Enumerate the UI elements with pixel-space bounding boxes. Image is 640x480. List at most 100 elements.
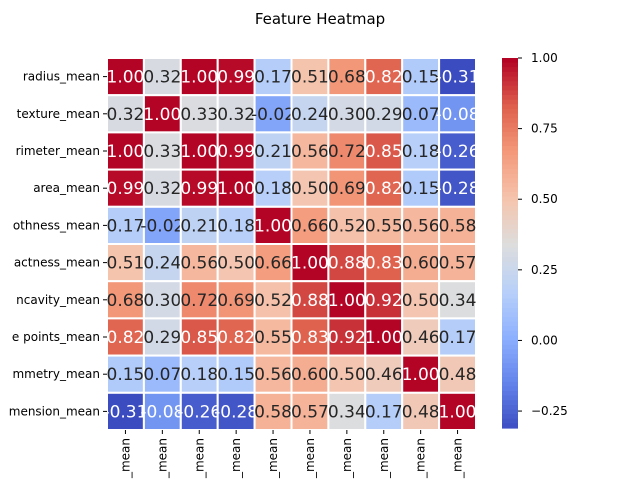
heatmap-cell <box>327 94 367 134</box>
cell-value-label: 0.85 <box>365 142 403 162</box>
cell-value-label: 0.30 <box>328 105 366 125</box>
cell-value-label: 0.50 <box>402 291 440 311</box>
column-label: _mean <box>303 438 317 479</box>
colorbar-segment <box>502 303 518 309</box>
colorbar-segment <box>502 210 518 216</box>
heatmap-cell <box>401 317 441 357</box>
column-labels: _mean _mean _mean _mean _mean _mean _mean _mean… <box>118 430 465 479</box>
cell-value-label: 0.55 <box>365 216 403 236</box>
cell-value-label: 0.82 <box>365 68 403 88</box>
cell-value-label: 0.18 <box>217 216 255 236</box>
colorbar-segment <box>502 145 518 152</box>
colorbar-segment <box>502 307 518 313</box>
cell-value-label: 0.56 <box>180 254 218 274</box>
cell-value-label: 0.68 <box>107 291 145 311</box>
cell-value-label: 1.00 <box>107 68 145 88</box>
heatmap-cell <box>253 243 293 283</box>
colorbar-segment <box>502 340 518 346</box>
cell-value-label: 1.00 <box>402 365 440 385</box>
colorbar-segment <box>502 349 518 355</box>
colorbar-segment <box>502 136 518 142</box>
cell-value-label: 0.60 <box>402 254 440 274</box>
colorbar-tick-label: 1.00 <box>531 51 558 65</box>
cell-value-label: 0.82 <box>107 328 145 348</box>
colorbar-segment <box>502 414 518 420</box>
cell-value-label: -0.26 <box>177 402 221 422</box>
column-label: _mean <box>192 438 206 479</box>
heatmap-cell <box>327 131 367 171</box>
colorbar-segment <box>502 178 518 184</box>
colorbar: 1.00 0.75 0.50 0.25 0.00 −0.25 <box>502 51 568 429</box>
heatmap-cell <box>106 243 145 283</box>
colorbar-segment <box>502 261 518 267</box>
row-label: e points_mean <box>12 330 100 344</box>
heatmap-cell <box>364 354 404 394</box>
cell-value-label: 1.00 <box>180 142 218 162</box>
colorbar-segment <box>502 381 518 387</box>
cell-value-label: 0.72 <box>180 291 218 311</box>
cell-value-label: 0.52 <box>328 216 366 236</box>
cell-value-label: 0.72 <box>328 142 366 162</box>
row-label: mmetry_mean <box>12 367 100 381</box>
cell-value-label: 0.52 <box>254 291 292 311</box>
cell-value-label: -0.26 <box>436 142 480 162</box>
cell-value-label: 0.50 <box>291 179 329 199</box>
cell-value-label: 0.18 <box>254 179 292 199</box>
colorbar-segment <box>502 247 518 253</box>
heatmap-cell <box>438 317 478 357</box>
colorbar-segment <box>502 85 518 91</box>
colorbar-segment <box>502 104 518 110</box>
cell-value-label: -0.02 <box>140 216 184 236</box>
colorbar-segment <box>502 169 518 175</box>
cell-value-label: 0.17 <box>254 68 292 88</box>
cell-value-label: 0.07 <box>402 105 440 125</box>
heatmap-cell <box>327 317 367 357</box>
cell-value-label: 1.00 <box>365 328 403 348</box>
cell-value-label: 0.15 <box>402 179 440 199</box>
heatmap-cell <box>179 391 219 431</box>
colorbar-segment <box>502 330 518 337</box>
cell-value-label: 1.00 <box>107 142 145 162</box>
heatmap-cell <box>142 317 182 357</box>
colorbar-segment <box>502 391 518 397</box>
colorbar-segment <box>502 317 518 323</box>
cell-value-label: 0.92 <box>365 291 403 311</box>
colorbar-segment <box>502 266 518 272</box>
row-label: texture_mean <box>17 107 100 121</box>
heatmap-cells: 1.00 0.32 1.00 0.99 0.17 0.51 0.68 0.82 0.15-0.3… <box>103 57 480 431</box>
heatmap-cell <box>401 391 441 431</box>
colorbar-segment <box>502 58 518 64</box>
heatmap-cell <box>438 391 478 431</box>
colorbar-segment <box>502 363 518 369</box>
heatmap-cell <box>253 391 293 431</box>
colorbar-segment <box>502 192 518 198</box>
colorbar-segment <box>502 377 518 383</box>
heatmap-cell <box>401 280 441 320</box>
heatmap-cell <box>179 131 219 171</box>
heatmap-cell <box>401 94 441 134</box>
heatmap-cell <box>364 391 404 431</box>
cell-value-label: 0.58 <box>439 216 477 236</box>
colorbar-segment <box>502 215 518 221</box>
heatmap-cell <box>290 391 330 431</box>
cell-value-label: 0.82 <box>365 179 403 199</box>
colorbar-segment <box>502 99 518 105</box>
heatmap-cell <box>438 280 478 320</box>
cell-value-label: 0.15 <box>217 365 255 385</box>
cell-value-label: 0.55 <box>254 328 292 348</box>
colorbar-segment <box>502 284 518 290</box>
colorbar-tick-label: 0.00 <box>531 333 558 347</box>
cell-value-label: 0.30 <box>143 291 181 311</box>
colorbar-segment <box>502 206 518 212</box>
colorbar-segment <box>502 243 518 249</box>
colorbar-segment <box>502 201 518 207</box>
colorbar-tick-label: 0.25 <box>531 263 558 277</box>
cell-value-label: 0.21 <box>180 216 218 236</box>
cell-value-label: 0.85 <box>180 328 218 348</box>
cell-value-label: 1.00 <box>439 402 477 422</box>
heatmap-cell <box>438 131 478 171</box>
heatmap-cell <box>216 317 256 357</box>
colorbar-segment <box>502 238 518 244</box>
cell-value-label: -0.31 <box>103 402 147 422</box>
